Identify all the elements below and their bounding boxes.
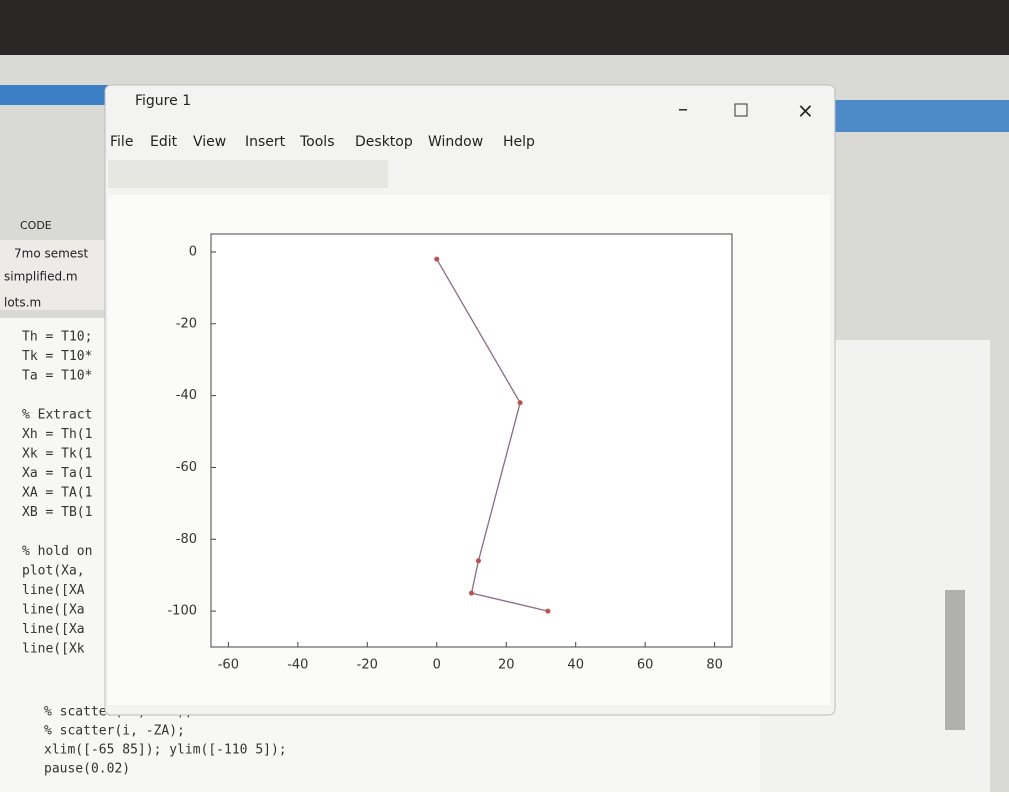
x-tick-label: -20 [357, 658, 378, 673]
maximize[interactable] [734, 103, 748, 117]
menu-item[interactable]: Desktop [355, 134, 413, 150]
y-tick-label: -100 [167, 604, 197, 619]
data-point [475, 558, 481, 564]
code-line: % hold on [22, 544, 92, 559]
code-line: xlim([-65 85]); ylim([-110 5]); [44, 743, 287, 758]
code-line: line([Xk [22, 642, 85, 657]
toolbar [108, 160, 388, 188]
folder[interactable]: 7mo semest [14, 247, 88, 261]
menu-item[interactable]: File [110, 134, 133, 150]
code-line: pause(0.02) [44, 762, 130, 777]
file[interactable]: simplified.m [4, 270, 78, 284]
menu-item[interactable]: Tools [299, 134, 335, 150]
data-point [545, 608, 551, 614]
menu-item[interactable]: View [193, 134, 226, 150]
menu-item[interactable]: Insert [245, 134, 286, 150]
y-tick-label: -40 [176, 388, 197, 403]
file-panel [0, 240, 120, 310]
code-line: XB = TB(1 [22, 505, 92, 520]
menu-item[interactable]: Window [428, 134, 483, 150]
window-title: Figure 1 [135, 93, 191, 109]
code-line: Th = T10; [22, 330, 92, 345]
y-tick-label: -20 [176, 316, 197, 331]
monitor-bezel [0, 0, 1009, 55]
code-line: line([Xa [22, 603, 85, 618]
y-tick-label: -80 [176, 532, 197, 547]
toolstrip-tab [0, 85, 110, 105]
axes-box [210, 233, 733, 648]
x-tick-label: 80 [706, 658, 723, 673]
code-line: % scatter(i, -ZA); [44, 724, 185, 739]
code-line: line([XA [22, 583, 85, 598]
close[interactable]: × [797, 99, 814, 123]
code-line: plot(Xa, [22, 564, 85, 579]
editor-tab[interactable]: lots.m [4, 296, 41, 310]
minimize[interactable]: – [678, 97, 688, 121]
toolstrip-right [835, 100, 1009, 132]
x-tick-label: -40 [287, 658, 308, 673]
code-line: Xa = Ta(1 [22, 466, 92, 481]
y-tick-label: 0 [189, 244, 197, 259]
code-line: Tk = T10* [22, 349, 92, 364]
scrollbar[interactable] [945, 590, 965, 730]
x-tick-label: 60 [637, 658, 654, 673]
code-line: Xk = Tk(1 [22, 447, 92, 462]
menu-item[interactable]: Edit [150, 134, 178, 150]
x-tick-label: -60 [218, 658, 239, 673]
x-tick-label: 40 [567, 658, 584, 673]
x-tick-label: 20 [498, 658, 515, 673]
code-line: XA = TA(1 [22, 486, 92, 501]
code-line: line([Xa [22, 622, 85, 637]
data-point [517, 400, 523, 406]
y-tick-label: -60 [176, 460, 197, 475]
code-line: Xh = Th(1 [22, 427, 92, 442]
menu-item[interactable]: Help [503, 134, 535, 150]
data-point [434, 256, 440, 262]
code-line: Ta = T10* [22, 369, 92, 384]
code-line: % Extract [22, 408, 92, 423]
data-point [469, 590, 474, 596]
section-label: CODE [20, 219, 52, 232]
x-tick-label: 0 [433, 658, 441, 673]
